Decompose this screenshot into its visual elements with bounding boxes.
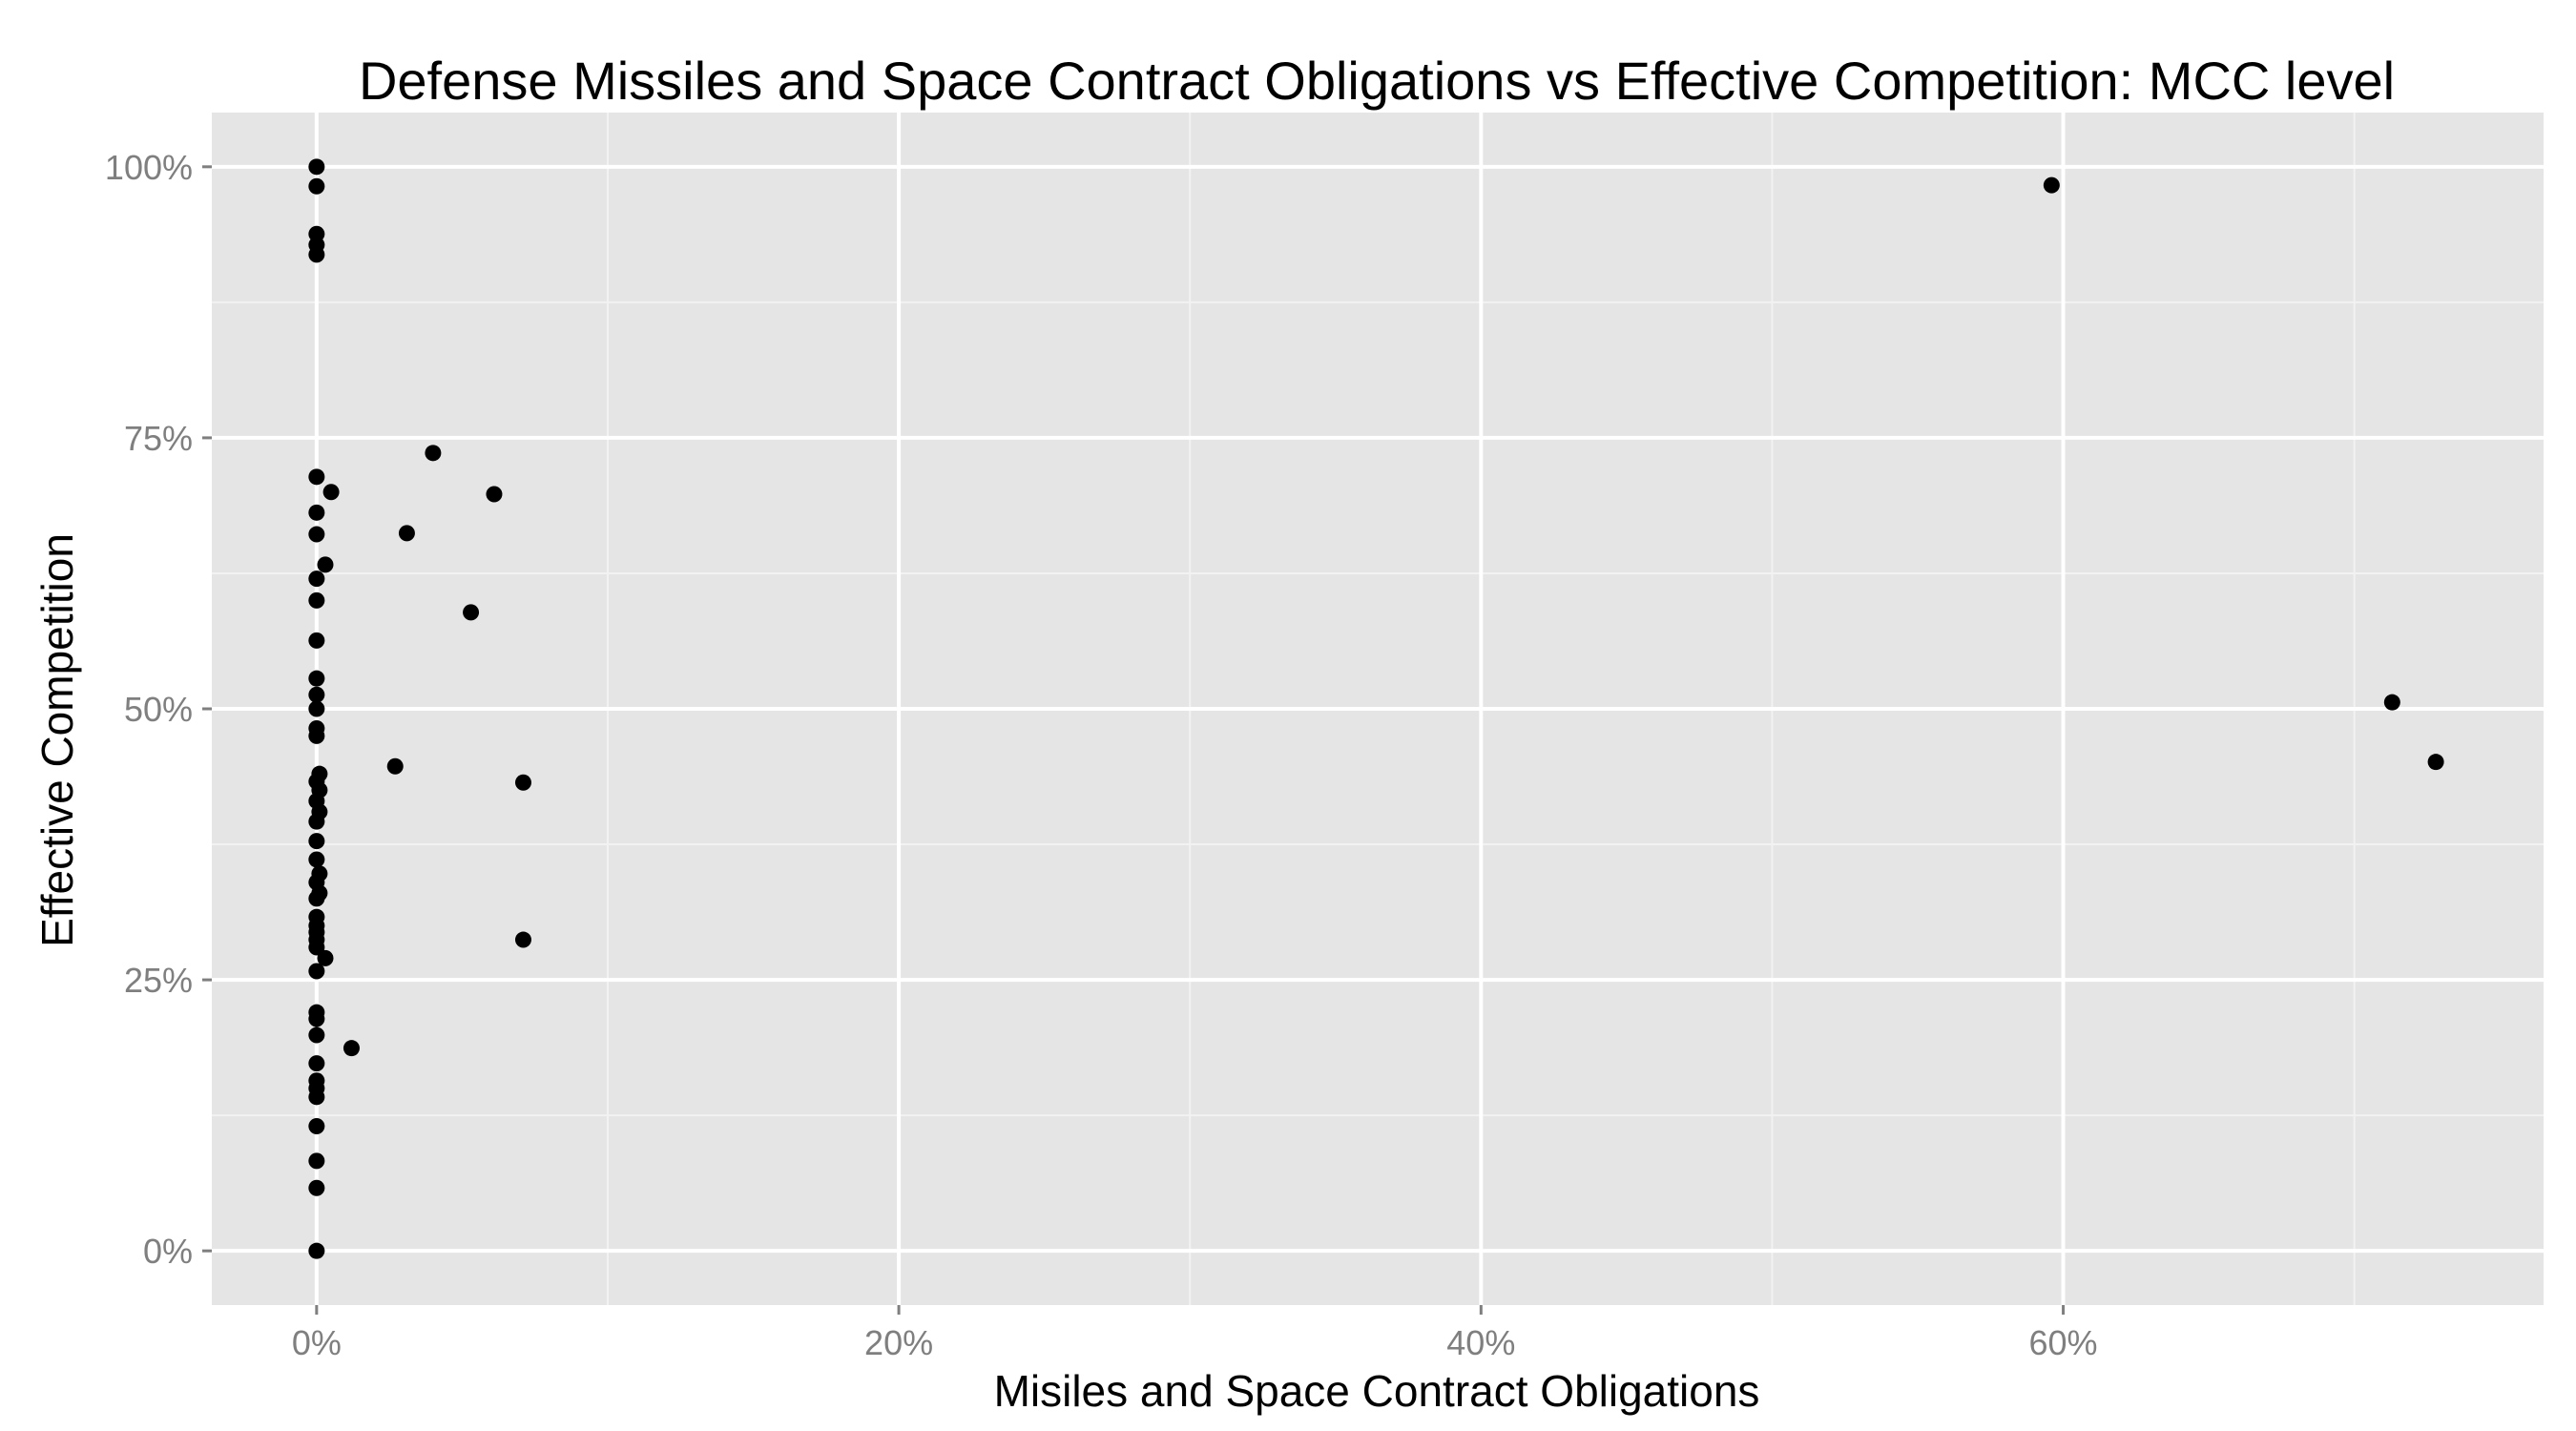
data-point — [308, 890, 325, 907]
data-point — [425, 445, 442, 462]
data-point — [514, 931, 531, 948]
data-point — [308, 1118, 325, 1134]
x-tick-label: 0% — [292, 1323, 342, 1362]
data-point — [308, 1242, 325, 1259]
data-point — [308, 246, 325, 263]
data-point — [308, 1089, 325, 1106]
data-point — [308, 468, 325, 486]
data-point — [463, 604, 480, 621]
data-point — [386, 757, 404, 775]
chart-title: Defense Missiles and Space Contract Obli… — [359, 51, 2395, 111]
data-point — [2427, 754, 2444, 771]
data-point — [308, 963, 325, 980]
data-point — [308, 1027, 325, 1044]
y-tick-label: 0% — [143, 1232, 193, 1271]
y-tick-label: 25% — [124, 961, 193, 1000]
tick-labels: 0% 20% 40% 60% 0% 25% 50% 75% 100% — [105, 148, 2098, 1362]
y-tick-label: 100% — [105, 148, 193, 187]
y-tick-label: 50% — [124, 690, 193, 729]
data-point — [514, 774, 531, 791]
data-point — [308, 632, 325, 649]
data-point — [308, 570, 325, 588]
data-point — [308, 1152, 325, 1170]
x-tick-label: 60% — [2029, 1323, 2098, 1362]
x-tick-label: 20% — [864, 1323, 933, 1362]
data-point — [308, 939, 325, 956]
data-point — [308, 591, 325, 609]
data-point — [308, 833, 325, 850]
y-tick-label: 75% — [124, 419, 193, 458]
data-point — [308, 177, 325, 195]
axis-ticks — [202, 165, 2066, 1315]
x-axis-title: Misiles and Space Contract Obligations — [994, 1366, 1760, 1416]
data-point — [322, 484, 340, 501]
data-point — [308, 686, 325, 703]
data-point — [308, 526, 325, 543]
data-point — [343, 1040, 360, 1057]
data-point — [2383, 694, 2400, 711]
data-point — [308, 851, 325, 868]
data-point — [398, 525, 415, 542]
data-point — [308, 504, 325, 521]
data-point — [308, 1055, 325, 1072]
data-point — [308, 813, 325, 830]
data-point — [308, 700, 325, 717]
major-gridlines — [212, 113, 2544, 1305]
y-axis-title: Effective Competition — [32, 533, 82, 947]
data-points — [308, 158, 2444, 1259]
data-point — [308, 670, 325, 687]
x-tick-label: 40% — [1446, 1323, 1515, 1362]
data-point — [308, 727, 325, 744]
data-point — [317, 556, 334, 573]
data-point — [2043, 176, 2060, 194]
data-point — [308, 1010, 325, 1027]
data-point — [308, 1179, 325, 1196]
data-point — [317, 949, 334, 966]
minor-gridlines — [212, 113, 2544, 1305]
data-point — [486, 486, 503, 503]
data-point — [308, 158, 325, 176]
